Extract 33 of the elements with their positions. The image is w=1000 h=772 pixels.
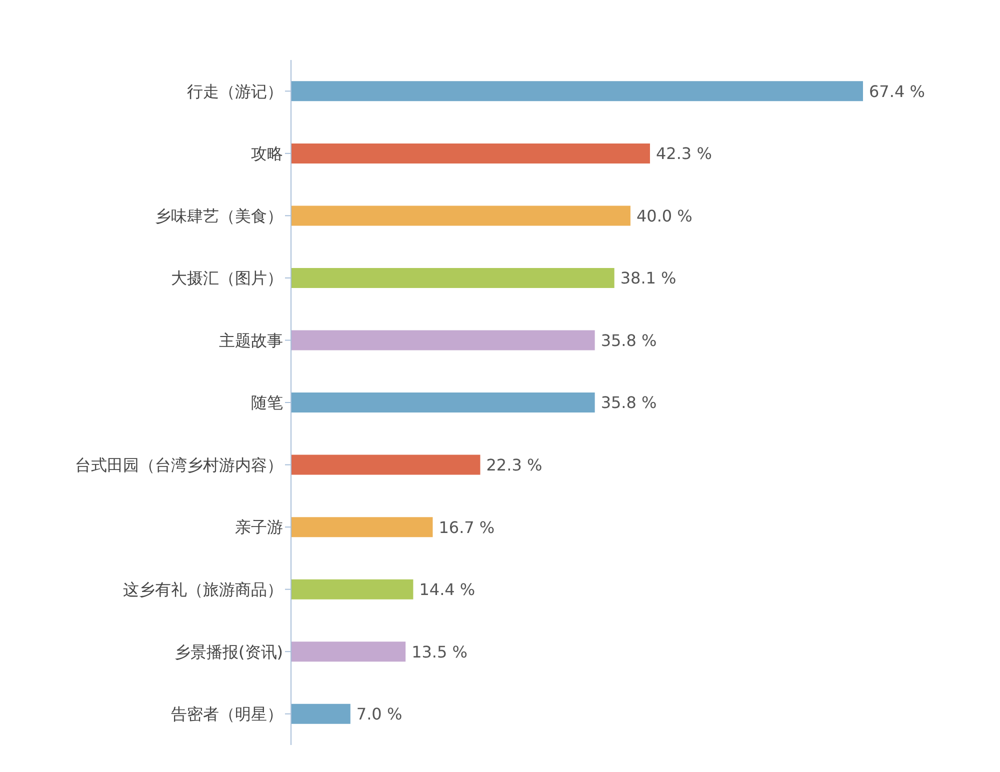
y-tick-label: 随笔 (251, 393, 283, 412)
y-tick-label: 行走（游记） (187, 82, 283, 101)
y-tick-label: 台式田园（台湾乡村游内容） (75, 455, 283, 474)
y-tick-label: 这乡有礼（旅游商品） (123, 580, 283, 599)
y-tick-label: 乡味肆艺（美食） (155, 206, 283, 226)
bar (291, 579, 414, 600)
bar (291, 704, 350, 724)
bar (291, 143, 650, 164)
data-label: 35.8 % (600, 330, 657, 350)
bar (291, 268, 614, 288)
bar (291, 517, 433, 538)
y-tick-label: 告密者（明星） (171, 704, 283, 724)
data-label: 42.3 % (656, 144, 712, 164)
data-label: 67.4 % (869, 82, 925, 101)
data-label: 13.5 % (412, 642, 468, 662)
data-label: 7.0 % (356, 704, 402, 724)
bar (291, 206, 630, 226)
bar (291, 454, 480, 475)
data-label: 22.3 % (486, 455, 542, 474)
y-tick-label: 主题故事 (219, 330, 283, 350)
data-label: 38.1 % (620, 268, 676, 288)
y-tick-label: 大摄汇（图片） (171, 268, 283, 288)
data-label: 40.0 % (636, 206, 692, 226)
data-label: 35.8 % (600, 393, 657, 412)
data-label: 16.7 % (438, 518, 495, 537)
bar (291, 330, 595, 350)
bar (291, 392, 595, 413)
y-tick-label: 攻略 (251, 144, 283, 164)
data-label: 14.4 % (419, 580, 476, 600)
bar (291, 81, 863, 102)
y-tick-label: 乡景播报(资讯) (174, 642, 283, 662)
bar (291, 642, 406, 662)
y-tick-label: 亲子游 (235, 518, 283, 537)
